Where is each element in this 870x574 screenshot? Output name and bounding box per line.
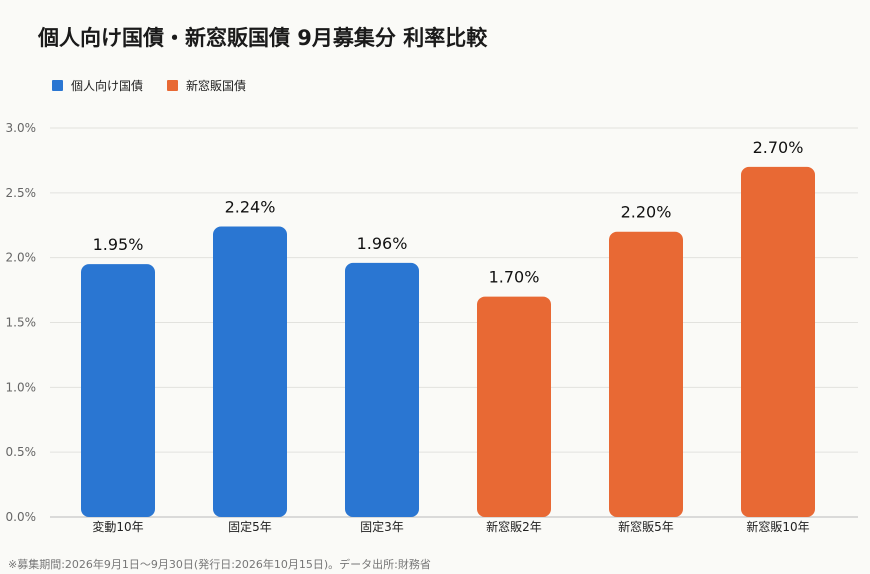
x-tick-label: 新窓販10年	[746, 519, 809, 534]
legend-label-individual: 個人向け国債	[71, 79, 144, 93]
y-tick-label: 2.0%	[6, 251, 37, 265]
data-label: 1.96%	[357, 234, 408, 253]
y-tick-label: 1.5%	[6, 316, 37, 330]
data-label: 2.20%	[621, 203, 672, 222]
data-label: 2.70%	[753, 138, 804, 157]
y-tick-label: 2.5%	[6, 186, 37, 200]
y-tick-label: 3.0%	[6, 121, 37, 135]
legend: 個人向け国債 新窓販国債	[52, 77, 270, 94]
x-tick-label: 変動10年	[92, 519, 143, 534]
data-label: 1.70%	[489, 268, 540, 287]
bar	[81, 264, 155, 517]
x-tick-label: 固定5年	[228, 519, 272, 534]
legend-label-shinmadohan: 新窓販国債	[186, 79, 247, 93]
y-tick-label: 0.0%	[6, 510, 37, 524]
x-tick-label: 新窓販2年	[486, 519, 542, 534]
data-label: 1.95%	[93, 235, 144, 254]
x-tick-label: 新窓販5年	[618, 519, 674, 534]
y-tick-label: 1.0%	[6, 380, 37, 394]
chart-title: 個人向け国債・新窓販国債 9月募集分 利率比較	[38, 26, 488, 50]
data-label: 2.24%	[225, 198, 276, 217]
y-tick-label: 0.5%	[6, 445, 37, 459]
x-tick-label: 固定3年	[360, 519, 404, 534]
legend-swatch-individual	[52, 80, 63, 91]
bar	[213, 226, 287, 517]
bar	[345, 262, 419, 517]
legend-item-shinmadohan: 新窓販国債	[167, 77, 246, 94]
bar	[477, 296, 551, 517]
footnote: ※募集期間:2026年9月1日〜9月30日(発行日:2026年10月15日)。デ…	[8, 558, 431, 571]
legend-item-individual: 個人向け国債	[52, 77, 143, 94]
bar	[741, 166, 815, 517]
legend-swatch-shinmadohan	[167, 80, 179, 91]
bar	[609, 231, 683, 517]
